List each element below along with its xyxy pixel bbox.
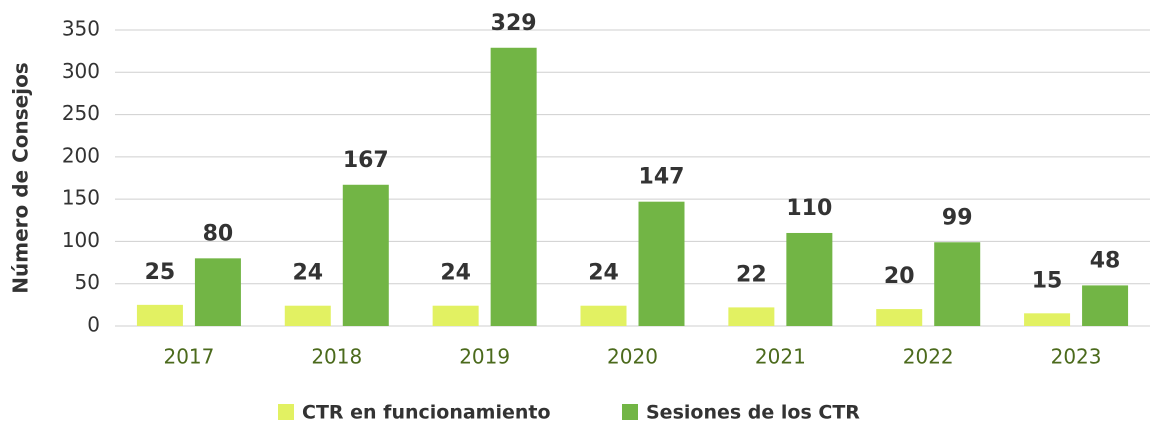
y-tick-label: 300 (62, 59, 100, 83)
legend-label: Sesiones de los CTR (646, 402, 860, 424)
bar (638, 201, 685, 326)
data-label: 167 (343, 148, 389, 173)
data-label: 147 (639, 165, 685, 190)
data-label: 15 (1032, 268, 1063, 293)
data-label: 329 (491, 11, 537, 36)
bar (876, 309, 923, 326)
x-tick-label: 2017 (163, 345, 214, 369)
data-label: 20 (884, 264, 915, 289)
data-label: 24 (588, 261, 619, 286)
legend-swatch (278, 404, 294, 420)
y-tick-label: 100 (62, 228, 100, 252)
data-label: 110 (786, 196, 832, 221)
bar (934, 242, 981, 326)
legend-swatch (622, 404, 638, 420)
data-label: 24 (440, 261, 471, 286)
bar (728, 307, 775, 326)
y-tick-label: 350 (62, 17, 100, 41)
bar (136, 304, 183, 326)
x-tick-label: 2022 (903, 345, 954, 369)
legend-label: CTR en funcionamiento (302, 402, 551, 424)
y-tick-label: 0 (87, 313, 100, 337)
bar (490, 47, 537, 326)
bar (786, 232, 833, 326)
bar (342, 184, 389, 326)
data-label: 99 (942, 205, 973, 230)
y-tick-label: 150 (62, 186, 100, 210)
y-tick-label: 200 (62, 143, 100, 167)
x-tick-label: 2019 (459, 345, 510, 369)
data-label: 24 (292, 261, 323, 286)
data-label: 22 (736, 262, 767, 287)
y-tick-label: 50 (75, 270, 100, 294)
x-tick-label: 2021 (755, 345, 806, 369)
y-tick-label: 250 (62, 101, 100, 125)
bar (284, 305, 331, 326)
data-label: 48 (1090, 248, 1121, 273)
x-tick-label: 2018 (311, 345, 362, 369)
x-tick-label: 2023 (1051, 345, 1102, 369)
bar (432, 305, 479, 326)
bar (580, 305, 627, 326)
bar (1024, 313, 1071, 326)
data-label: 80 (203, 221, 234, 246)
data-label: 25 (145, 260, 176, 285)
y-axis-label: Número de Consejos (9, 62, 33, 293)
bar (1082, 285, 1129, 326)
bar (194, 258, 241, 326)
x-tick-label: 2020 (607, 345, 658, 369)
